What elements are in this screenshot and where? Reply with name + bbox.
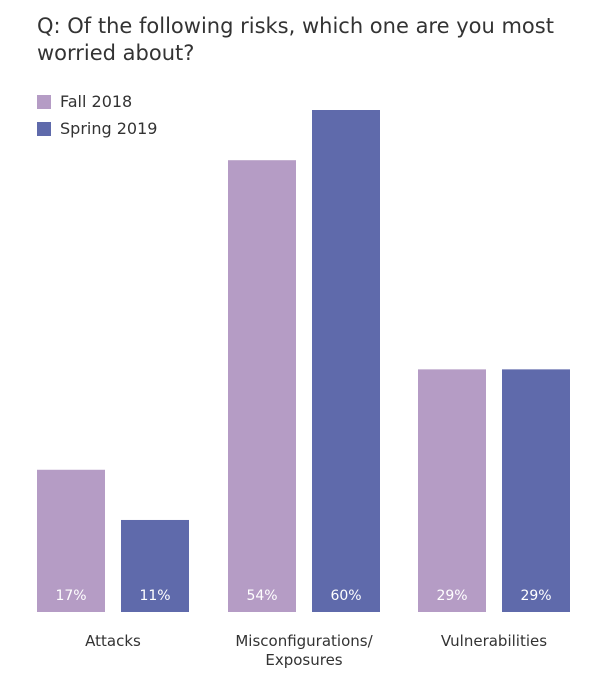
chart-title-line-1: Q: Of the following risks, which one are… — [37, 14, 554, 38]
category-labels-group: Attacks Misconfigurations/Exposures Vulner… — [85, 632, 547, 669]
category-label-attacks: Attacks — [85, 632, 141, 650]
bar-misconfigurations-exposures-fall-2018 — [228, 160, 296, 612]
bar-vulnerabilities-fall-2018 — [418, 369, 486, 612]
legend-swatch-fall-2018 — [37, 95, 51, 109]
value-label-misconfigurations-exposures-fall-2018: 54% — [246, 588, 277, 604]
chart-title-line-2: worried about? — [37, 41, 194, 65]
category-label-vulnerabilities: Vulnerabilities — [441, 632, 547, 650]
value-label-attacks-spring-2019: 11% — [139, 588, 170, 604]
value-label-vulnerabilities-spring-2019: 29% — [520, 588, 551, 604]
category-label-misconfigurations-exposures-line-2: Exposures — [265, 651, 342, 669]
legend-label-fall-2018: Fall 2018 — [60, 92, 132, 111]
value-label-vulnerabilities-fall-2018: 29% — [436, 588, 467, 604]
value-label-attacks-fall-2018: 17% — [55, 588, 86, 604]
legend-label-spring-2019: Spring 2019 — [60, 119, 157, 138]
bar-vulnerabilities-spring-2019 — [502, 369, 570, 612]
bar-misconfigurations-exposures-spring-2019 — [312, 110, 380, 612]
value-label-misconfigurations-exposures-spring-2019: 60% — [330, 588, 361, 604]
value-labels-group: 17% 11% 54% 60% 29% 29% — [55, 588, 551, 604]
bar-attacks-spring-2019 — [121, 519, 189, 612]
legend: Fall 2018 Spring 2019 — [37, 92, 157, 138]
category-label-misconfigurations-exposures-line-1: Misconfigurations/ — [235, 632, 373, 650]
legend-swatch-spring-2019 — [37, 122, 51, 136]
bar-attacks-fall-2018 — [37, 469, 105, 612]
bars-group — [37, 110, 570, 612]
